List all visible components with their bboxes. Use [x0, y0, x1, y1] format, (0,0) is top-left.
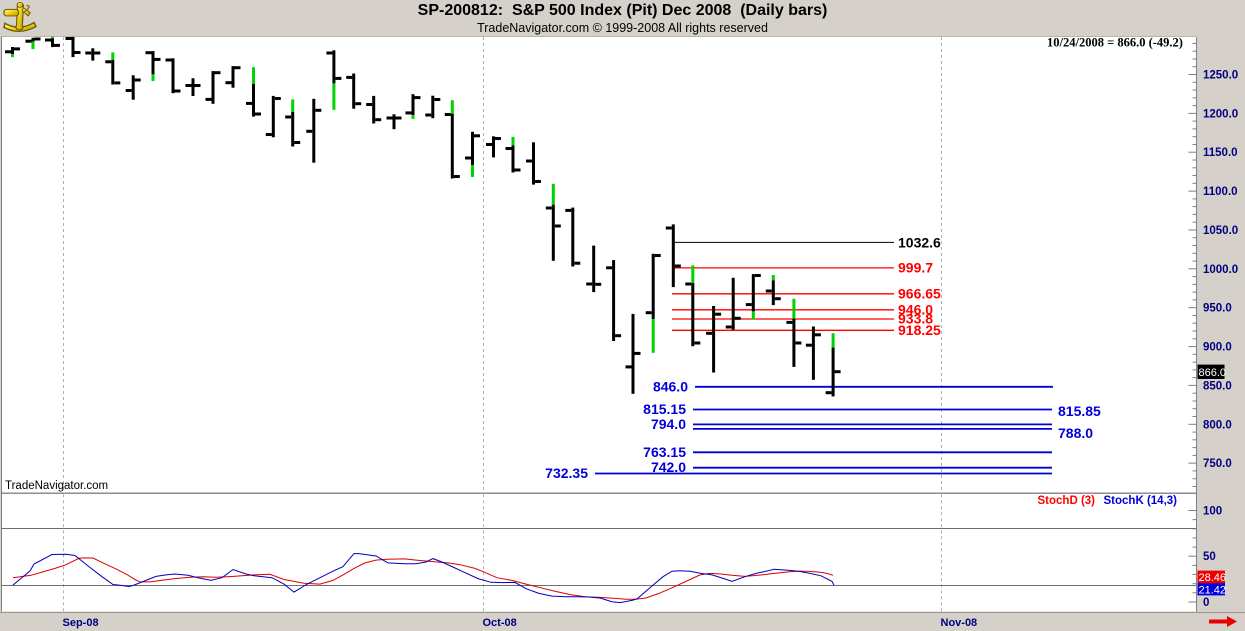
svg-text:800.0: 800.0: [1203, 419, 1232, 431]
svg-text:815.85: 815.85: [1058, 403, 1101, 419]
svg-text:Sep-08: Sep-08: [63, 617, 99, 629]
svg-text:StochK (14,3): StochK (14,3): [1104, 495, 1178, 507]
svg-text:1000.0: 1000.0: [1203, 264, 1238, 276]
svg-text:946.0: 946.0: [898, 301, 933, 317]
svg-text:918.25: 918.25: [898, 322, 941, 338]
svg-text:732.35: 732.35: [545, 465, 588, 481]
svg-text:763.15: 763.15: [643, 444, 686, 460]
svg-text:742.0: 742.0: [651, 459, 686, 475]
svg-text:21.42: 21.42: [1199, 584, 1227, 596]
svg-text:788.0: 788.0: [1058, 425, 1093, 441]
svg-text:Oct-08: Oct-08: [483, 617, 517, 629]
svg-text:10/24/2008 = 866.0 (-49.2): 10/24/2008 = 866.0 (-49.2): [1047, 36, 1183, 50]
svg-text:50: 50: [1203, 551, 1216, 563]
svg-text:28.46: 28.46: [1199, 572, 1227, 584]
svg-text:999.7: 999.7: [898, 259, 933, 275]
svg-text:1100.0: 1100.0: [1203, 186, 1238, 198]
svg-text:966.65: 966.65: [898, 285, 941, 301]
svg-text:900.0: 900.0: [1203, 342, 1232, 354]
svg-text:933.8: 933.8: [898, 311, 933, 327]
svg-text:0: 0: [1203, 597, 1209, 609]
svg-text:1200.0: 1200.0: [1203, 108, 1238, 120]
svg-text:846.0: 846.0: [653, 378, 688, 394]
svg-text:1032.6: 1032.6: [898, 234, 941, 250]
svg-text:794.0: 794.0: [651, 416, 686, 432]
svg-text:815.15: 815.15: [643, 401, 686, 417]
svg-text:750.0: 750.0: [1203, 458, 1232, 470]
svg-text:Nov-08: Nov-08: [941, 617, 978, 629]
svg-text:TradeNavigator.com: TradeNavigator.com: [5, 480, 108, 492]
svg-text:950.0: 950.0: [1203, 303, 1232, 315]
svg-text:1150.0: 1150.0: [1203, 147, 1238, 159]
svg-text:100: 100: [1203, 506, 1222, 518]
svg-text:866.0: 866.0: [1199, 367, 1227, 379]
svg-text:StochD (3): StochD (3): [1038, 495, 1096, 507]
svg-text:1250.0: 1250.0: [1203, 70, 1238, 82]
svg-text:850.0: 850.0: [1203, 380, 1232, 392]
svg-text:1050.0: 1050.0: [1203, 225, 1238, 237]
